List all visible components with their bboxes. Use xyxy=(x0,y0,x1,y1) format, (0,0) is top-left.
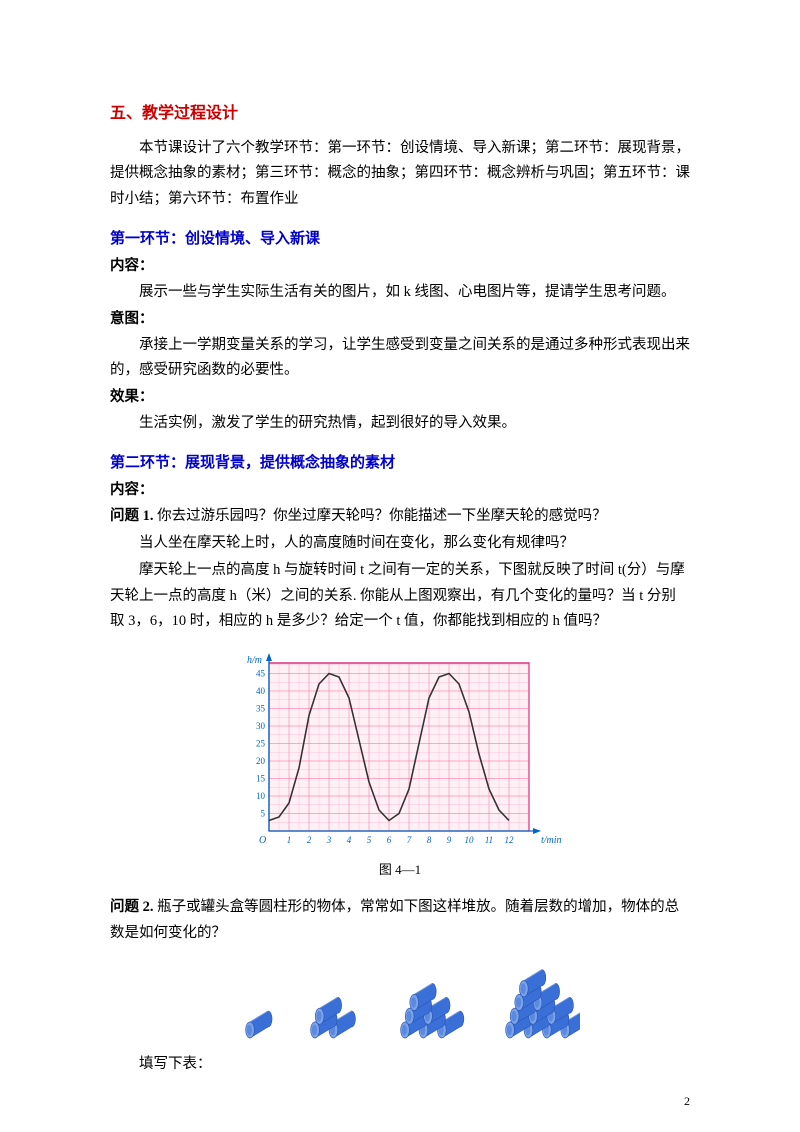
intro-paragraph: 本节课设计了六个教学环节：第一环节：创设情境、导入新课；第二环节：展现背景，提供… xyxy=(110,136,690,212)
ferris-wheel-chart: 12345678910111251015202530354045Ot/minh/… xyxy=(110,653,690,853)
svg-text:t/min: t/min xyxy=(541,835,562,846)
q1-text: 你去过游乐园吗？你坐过摩天轮吗？你能描述一下坐摩天轮的感觉吗？ xyxy=(157,508,607,524)
question2: 问题 2. 瓶子或罐头盒等圆柱形的物体，常常如下图这样堆放。随着层数的增加，物体… xyxy=(110,895,690,946)
q1-para3: 摩天轮上一点的高度 h 与旋转时间 t 之间有一定的关系，下图就反映了时间 t(… xyxy=(110,558,690,634)
svg-text:15: 15 xyxy=(256,773,266,783)
section2-title: 第二环节：展现背景，提供概念抽象的素材 xyxy=(110,450,690,476)
svg-text:5: 5 xyxy=(261,808,266,818)
svg-text:25: 25 xyxy=(256,738,266,748)
svg-text:6: 6 xyxy=(387,835,392,845)
q2-label: 问题 2. xyxy=(110,899,154,915)
svg-text:3: 3 xyxy=(326,835,332,845)
svg-text:7: 7 xyxy=(407,835,412,845)
svg-text:12: 12 xyxy=(505,835,515,845)
svg-text:8: 8 xyxy=(427,835,432,845)
svg-text:11: 11 xyxy=(485,835,493,845)
cylinder-stacks xyxy=(110,960,690,1042)
svg-text:40: 40 xyxy=(256,686,266,696)
section1-effect-para: 生活实例，激发了学生的研究热情，起到很好的导入效果。 xyxy=(110,411,690,436)
svg-text:10: 10 xyxy=(465,835,475,845)
svg-text:2: 2 xyxy=(307,835,312,845)
svg-text:35: 35 xyxy=(256,703,266,713)
q2-text: 瓶子或罐头盒等圆柱形的物体，常常如下图这样堆放。随着层数的增加，物体的总数是如何… xyxy=(110,899,679,940)
svg-text:30: 30 xyxy=(256,721,266,731)
q1-label: 问题 1. xyxy=(110,508,154,524)
section1-intent-para: 承接上一学期变量关系的学习，让学生感受到变量之间关系的是通过多种形式表现出来的，… xyxy=(110,333,690,384)
svg-text:4: 4 xyxy=(347,835,352,845)
q1-para2: 当人坐在摩天轮上时，人的高度随时间在变化，那么变化有规律吗？ xyxy=(110,531,690,556)
svg-text:45: 45 xyxy=(256,668,266,678)
svg-text:h/m: h/m xyxy=(247,655,262,666)
section1-content-label: 内容： xyxy=(110,254,690,279)
svg-text:O: O xyxy=(259,835,266,846)
chart-svg: 12345678910111251015202530354045Ot/minh/… xyxy=(235,653,565,853)
svg-text:1: 1 xyxy=(287,835,292,845)
page-number: 2 xyxy=(684,1091,690,1112)
section1-title: 第一环节：创设情境、导入新课 xyxy=(110,226,690,252)
svg-text:5: 5 xyxy=(367,835,372,845)
main-heading: 五、教学过程设计 xyxy=(110,100,690,128)
cylinder-svg xyxy=(220,960,580,1042)
section1-content-para: 展示一些与学生实际生活有关的图片，如 k 线图、心电图片等，提请学生思考问题。 xyxy=(110,280,690,305)
chart-caption: 图 4—1 xyxy=(110,859,690,882)
svg-text:9: 9 xyxy=(447,835,452,845)
section1-effect-label: 效果： xyxy=(110,385,690,410)
svg-text:10: 10 xyxy=(256,791,266,801)
section1-intent-label: 意图： xyxy=(110,307,690,332)
fill-table-text: 填写下表： xyxy=(110,1052,690,1077)
section2-content-label: 内容： xyxy=(110,478,690,503)
question1: 问题 1. 你去过游乐园吗？你坐过摩天轮吗？你能描述一下坐摩天轮的感觉吗？ xyxy=(110,504,690,529)
svg-text:20: 20 xyxy=(256,756,266,766)
